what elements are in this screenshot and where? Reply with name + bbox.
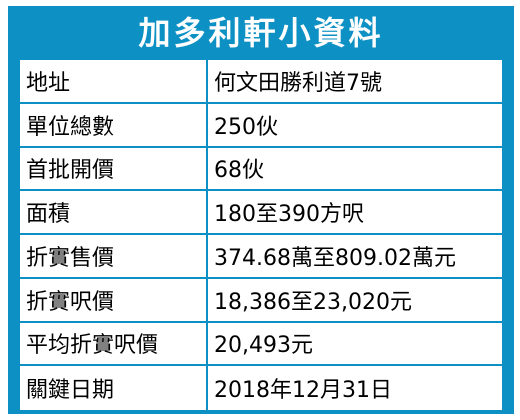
row-label-key-date: 關鍵日期 [20, 366, 208, 410]
row-value-first-batch: 68伙 [208, 148, 502, 192]
row-value-key-date: 2018年12月31日 [214, 378, 392, 404]
info-table: 地址 何文田勝利道7號 單位總數 250伙 首批開價 68伙 面積 180至39… [20, 60, 502, 410]
row-value-price-per-sqft: 18,386至23,020元 [208, 279, 502, 323]
row-value-discounted-price: 374.68萬至809.02萬元 [208, 235, 502, 279]
row-label-area: 面積 [20, 191, 208, 235]
row-value-avg-price-per-sqft: 20,493元 [208, 323, 502, 367]
card-title: 加多利軒小資料 [138, 14, 384, 52]
row-label-price-per-sqft: 折實呎價 [20, 278, 208, 323]
row-value-area: 180至390方呎 [208, 191, 502, 235]
row-label-total-units: 單位總數 [20, 103, 208, 148]
row-value-address: 何文田勝利道7號 [208, 60, 502, 104]
row-label-avg-price-per-sqft: 平均折實呎價 [20, 322, 208, 367]
row-label-discounted-price: 折實售價 [20, 235, 208, 279]
row-label-first-batch: 首批開價 [20, 147, 208, 192]
row-value-total-units: 250伙 [208, 104, 502, 148]
row-label-address: 地址 [20, 60, 208, 104]
info-card: 加多利軒小資料 地址 何文田勝利道7號 單位總數 250伙 首批開價 68伙 面… [8, 6, 514, 414]
